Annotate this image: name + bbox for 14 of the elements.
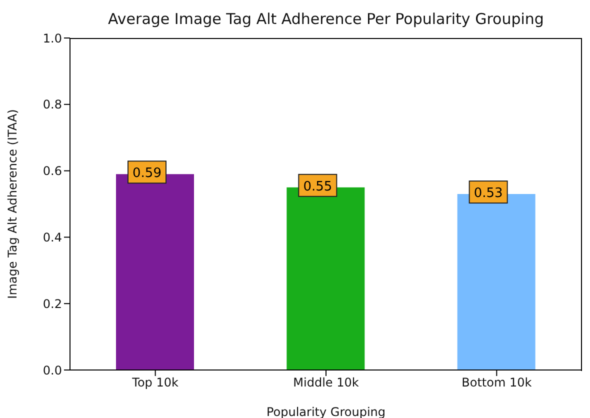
x-tick-label: Bottom 10k [462,376,532,390]
y-axis-title: Image Tag Alt Adherence (ITAA) [5,109,20,299]
data-label: 0.53 [474,186,503,202]
y-tick-label: 0.8 [42,98,62,112]
data-label: 0.55 [303,179,332,194]
y-tick-label: 1.0 [42,31,62,46]
y-tick-label: 0.0 [42,363,62,378]
x-tick-label: Middle 10k [293,376,359,390]
x-tick-label: Top 10k [131,376,179,390]
y-tick-label: 0.4 [42,230,62,244]
data-label: 0.59 [132,166,162,182]
y-tick-label: 0.6 [42,164,62,178]
chart-title: Average Image Tag Alt Adherence Per Popularity Grouping [107,10,545,28]
y-tick-label: 0.2 [42,296,62,311]
